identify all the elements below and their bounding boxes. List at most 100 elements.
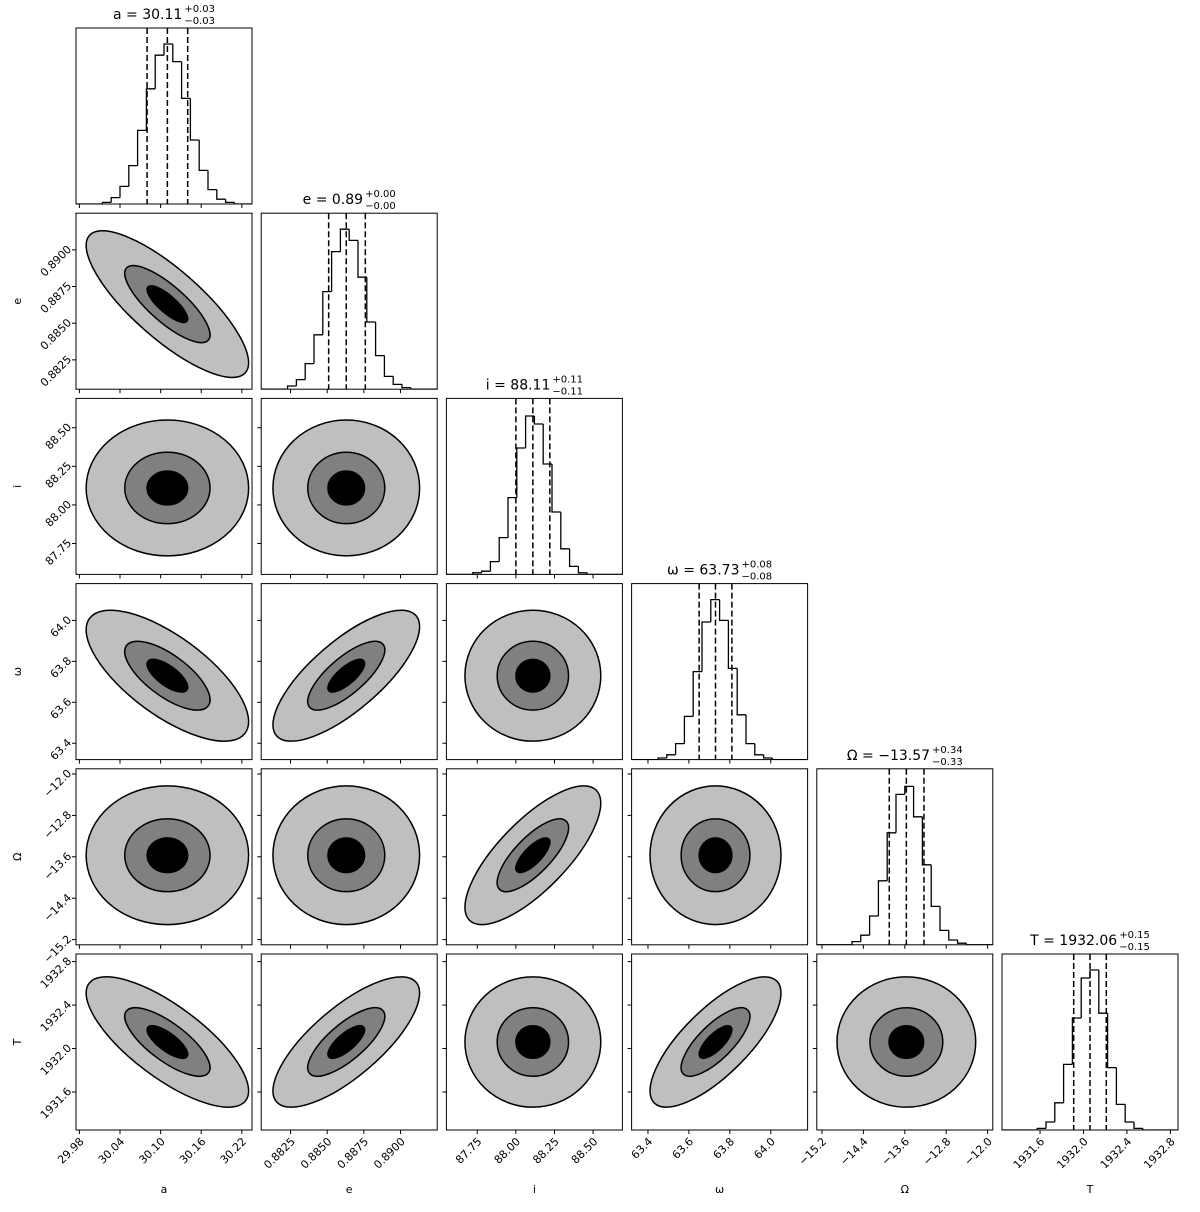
histogram-bin — [692, 670, 702, 717]
panel-title: a = 30.11 — [113, 7, 182, 23]
histogram-bin — [304, 362, 314, 380]
histogram-bin — [533, 416, 544, 425]
title-lower-error: −0.08 — [741, 572, 772, 583]
y-tick-label: 1932.0 — [38, 1042, 74, 1078]
x-tick-label: 0.8825 — [261, 1135, 297, 1171]
panel-frame — [631, 768, 809, 946]
panel-frame — [75, 212, 253, 390]
histogram-bin — [542, 424, 552, 465]
title-lower-error: −0.03 — [184, 16, 215, 27]
histogram-bin — [172, 44, 182, 63]
panel-content — [85, 785, 250, 926]
title-upper-error: +0.08 — [741, 560, 772, 571]
histogram-bin — [674, 742, 685, 755]
x-tick-label: −13.6 — [879, 1135, 912, 1168]
y-tick-label: 0.8825 — [38, 353, 74, 389]
histogram-bin — [956, 940, 967, 944]
histogram-bin — [524, 415, 535, 448]
histogram-bin — [710, 598, 720, 622]
panel-title: Ω = −13.57 — [847, 748, 930, 764]
contour-level — [146, 837, 189, 874]
x-tick-label: −15.2 — [796, 1135, 829, 1168]
contour-level — [146, 1024, 189, 1060]
histogram-bin — [101, 201, 112, 204]
y-tick-label: 0.8850 — [38, 316, 74, 352]
x-tick-label: 30.22 — [218, 1135, 249, 1166]
panel-title: ω = 63.73 — [667, 563, 739, 579]
x-axis-label: Ω — [901, 1183, 909, 1196]
x-tick-label: −14.4 — [838, 1135, 871, 1168]
histogram-bin — [507, 496, 517, 538]
contour-level — [515, 1024, 551, 1060]
histogram-panel — [631, 583, 809, 764]
title-lower-error: −0.11 — [552, 386, 583, 397]
panel-content — [649, 785, 782, 926]
y-tick-label: 63.6 — [48, 695, 75, 722]
x-tick-label: 1932.0 — [1054, 1135, 1090, 1171]
histogram-bin — [904, 785, 914, 795]
histogram-bin — [198, 140, 208, 172]
contour-panel — [627, 768, 809, 949]
histogram-panel — [445, 397, 623, 579]
histogram-panel — [816, 768, 994, 949]
panel-content — [261, 213, 438, 390]
histogram-bin — [516, 447, 526, 498]
x-tick-label: 30.04 — [96, 1135, 127, 1166]
panel-frame — [445, 953, 623, 1131]
panel-content — [446, 398, 623, 575]
y-tick-label: −12.0 — [41, 767, 74, 800]
x-tick-label: −12.0 — [962, 1135, 995, 1168]
title-upper-error: +0.11 — [552, 374, 583, 385]
histogram-bin — [330, 250, 341, 292]
histogram-bin — [727, 620, 738, 670]
histogram-bin — [489, 560, 500, 572]
title-upper-error: +0.15 — [1119, 930, 1150, 941]
histogram-bin — [295, 378, 306, 386]
histogram-panel — [75, 27, 253, 208]
x-tick-label: 30.10 — [136, 1135, 167, 1166]
panel-frame — [816, 953, 994, 1131]
contour-panel — [257, 583, 438, 764]
x-axis-label: a — [161, 1183, 168, 1196]
histogram-bin — [1062, 1063, 1073, 1103]
y-tick-label: 63.4 — [48, 736, 75, 763]
histogram-bin — [110, 196, 120, 203]
histogram-bin — [736, 668, 746, 716]
panel-content — [649, 976, 782, 1108]
histogram-bin — [560, 512, 570, 550]
panel-frame — [75, 397, 253, 575]
panel-content — [464, 609, 602, 742]
panel-content — [272, 976, 421, 1108]
y-tick-label: −14.4 — [41, 891, 74, 924]
contour-level — [327, 470, 366, 506]
panel-title: T = 1932.06 — [1029, 933, 1117, 949]
y-axis-label: e — [11, 298, 24, 305]
panel-frame — [260, 768, 438, 946]
histogram-bin — [1142, 1128, 1152, 1130]
histogram-bin — [886, 832, 896, 881]
y-tick-label: −13.6 — [41, 850, 74, 883]
histogram-bin — [718, 599, 729, 622]
contour-panel — [257, 768, 438, 949]
histogram-bin — [921, 816, 932, 866]
x-tick-label: 29.98 — [55, 1135, 86, 1166]
histogram-bin — [860, 934, 870, 942]
histogram-bin — [286, 385, 297, 390]
contour-level — [515, 658, 551, 693]
histogram-bin — [948, 930, 958, 941]
histogram-bin — [868, 915, 879, 936]
contour-panel: −15.2−14.4−13.6−12.8−12.0 — [41, 767, 253, 966]
histogram-bin — [392, 376, 402, 386]
panel-title: i = 88.11 — [486, 377, 551, 393]
histogram-bin — [128, 164, 138, 187]
panel-content — [85, 230, 250, 379]
histogram-bin — [189, 98, 200, 141]
panel-content — [85, 609, 250, 742]
panel-frame — [260, 583, 438, 761]
contour-panel — [442, 583, 623, 764]
histogram-bin — [754, 743, 764, 756]
